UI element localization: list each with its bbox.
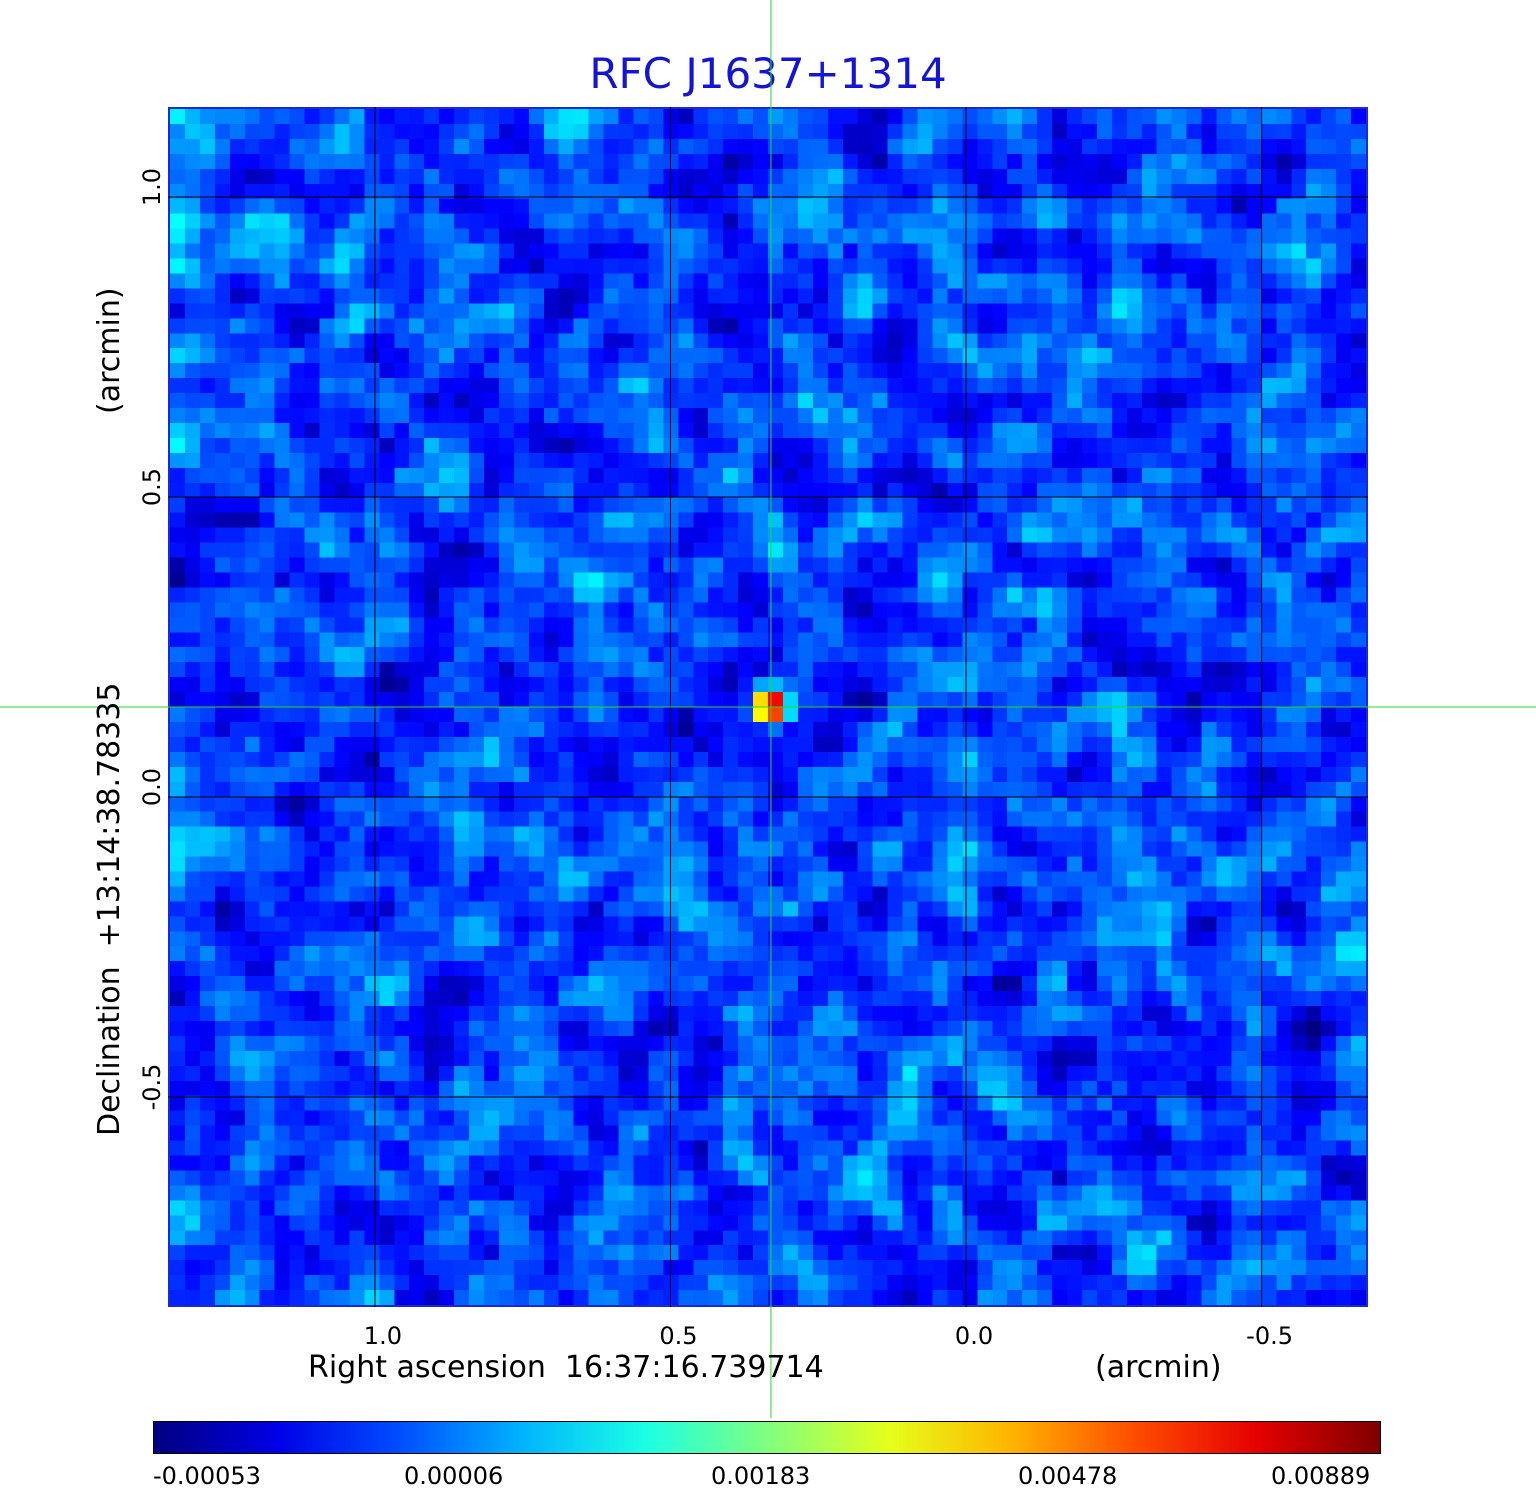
- image-frame: [168, 107, 1368, 1307]
- x-tick-label: 0.5: [659, 1322, 698, 1350]
- y-tick-label: 1.0: [138, 167, 166, 207]
- y-tick-label: 0.0: [138, 767, 166, 807]
- x-tick-label: 0.0: [954, 1322, 994, 1350]
- colorbar-tick-label: -0.00053: [153, 1462, 261, 1490]
- colorbar-tick-label: 0.00183: [711, 1462, 811, 1490]
- x-axis-unit: (arcmin): [1095, 1350, 1222, 1385]
- colorbar-tick-label: 0.00889: [1271, 1462, 1371, 1490]
- colorbar-tick-label: 0.00478: [1018, 1462, 1118, 1490]
- y-axis-unit: (arcmin): [92, 287, 127, 414]
- colorbar-tick-label: 0.00006: [404, 1462, 504, 1490]
- y-tick-label: 0.5: [138, 467, 166, 507]
- y-tick-label: -0.5: [138, 1063, 166, 1111]
- radio-image-heatmap: [170, 109, 1366, 1305]
- x-tick-label: 1.0: [363, 1322, 402, 1350]
- colorbar: [153, 1421, 1381, 1454]
- y-axis-label: Declination +13:14:38.78335: [92, 682, 127, 1136]
- x-axis-label: Right ascension 16:37:16.739714: [308, 1350, 824, 1385]
- x-tick-label: -0.5: [1246, 1322, 1294, 1350]
- chart-title: RFC J1637+1314: [589, 49, 947, 98]
